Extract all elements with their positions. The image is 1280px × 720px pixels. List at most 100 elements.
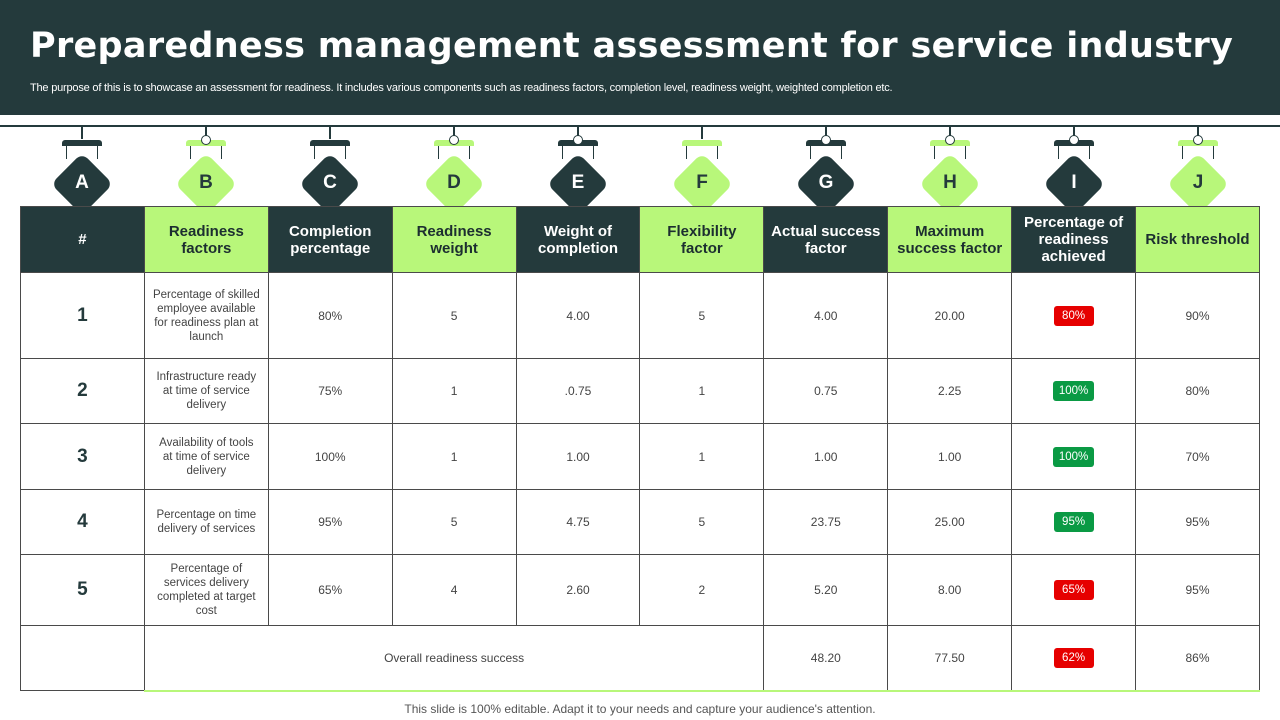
- readiness-achieved-cell: 100%: [1011, 358, 1137, 424]
- maximum-success-factor: 25.00: [887, 489, 1013, 555]
- column-tag-j: J: [1136, 127, 1260, 216]
- flexibility-factor: 5: [639, 272, 765, 359]
- actual-success-factor: 5.20: [763, 554, 889, 626]
- readiness-weight: 5: [391, 489, 517, 555]
- tag-letter: F: [696, 172, 708, 193]
- table-row: 1 Percentage of skilled employee availab…: [20, 272, 1260, 359]
- column-header: Percentage of readiness achieved: [1011, 206, 1137, 273]
- column-tag-a: A: [20, 127, 144, 216]
- table-row: 3 Availability of tools at time of servi…: [20, 423, 1260, 490]
- status-badge: 95%: [1053, 512, 1094, 532]
- readiness-achieved-cell: 95%: [1011, 489, 1137, 555]
- empty-cell: [20, 625, 145, 691]
- column-header: Weight of completion: [515, 206, 641, 273]
- completion-percentage: 80%: [267, 272, 393, 359]
- readiness-achieved-cell: 100%: [1011, 423, 1137, 490]
- actual-success-factor: 23.75: [763, 489, 889, 555]
- total-readiness-achieved-cell: 62%: [1011, 625, 1137, 692]
- readiness-factor: Percentage on time delivery of services: [143, 489, 269, 555]
- page-title: Preparedness management assessment for s…: [30, 26, 1234, 66]
- column-header: Actual success factor: [763, 206, 889, 273]
- completion-percentage: 95%: [267, 489, 393, 555]
- actual-success-factor: 4.00: [763, 272, 889, 359]
- tag-letter: B: [199, 172, 213, 193]
- maximum-success-factor: 20.00: [887, 272, 1013, 359]
- tag-letter: A: [75, 172, 89, 193]
- actual-success-factor: 0.75: [763, 358, 889, 424]
- total-maximum-success-factor: 77.50: [887, 625, 1013, 692]
- table-row: 2 Infrastructure ready at time of servic…: [20, 358, 1260, 424]
- status-badge: 80%: [1053, 305, 1094, 326]
- status-badge: 62%: [1053, 647, 1094, 668]
- table-row: 4 Percentage on time delivery of service…: [20, 489, 1260, 555]
- weight-of-completion: 4.00: [515, 272, 641, 359]
- completion-percentage: 65%: [267, 554, 393, 626]
- table-header-row: # Readiness factors Completion percentag…: [20, 206, 1260, 273]
- completion-percentage: 100%: [267, 423, 393, 490]
- status-badge: 100%: [1052, 446, 1095, 467]
- column-tag-c: C: [268, 127, 392, 216]
- weight-of-completion: 4.75: [515, 489, 641, 555]
- tag-letter: I: [1071, 172, 1077, 193]
- readiness-weight: 1: [391, 358, 517, 424]
- total-label: Overall readiness success: [143, 625, 765, 692]
- row-number: 2: [20, 358, 145, 424]
- page-subtitle: The purpose of this is to showcase an as…: [30, 82, 893, 94]
- flexibility-factor: 2: [639, 554, 765, 626]
- readiness-weight: 5: [391, 272, 517, 359]
- column-tag-f: F: [640, 127, 764, 216]
- tag-letter: D: [447, 172, 461, 193]
- column-tag-e: E: [516, 127, 640, 216]
- readiness-achieved-cell: 80%: [1011, 272, 1137, 359]
- actual-success-factor: 1.00: [763, 423, 889, 490]
- weight-of-completion: 2.60: [515, 554, 641, 626]
- assessment-table: # Readiness factors Completion percentag…: [20, 206, 1260, 692]
- readiness-weight: 1: [391, 423, 517, 490]
- flexibility-factor: 1: [639, 358, 765, 424]
- column-header: Risk threshold: [1135, 206, 1260, 273]
- row-number: 1: [20, 272, 145, 359]
- readiness-factor: Availability of tools at time of service…: [143, 423, 269, 490]
- maximum-success-factor: 8.00: [887, 554, 1013, 626]
- column-header: Flexibility factor: [639, 206, 765, 273]
- status-badge: 100%: [1052, 381, 1095, 401]
- status-badge: 65%: [1053, 580, 1094, 600]
- risk-threshold: 95%: [1135, 554, 1260, 626]
- risk-threshold: 95%: [1135, 489, 1260, 555]
- readiness-weight: 4: [391, 554, 517, 626]
- weight-of-completion: 1.00: [515, 423, 641, 490]
- table-row: 5 Percentage of services delivery comple…: [20, 554, 1260, 626]
- row-number: 3: [20, 423, 145, 490]
- column-header: Completion percentage: [267, 206, 393, 273]
- maximum-success-factor: 1.00: [887, 423, 1013, 490]
- tag-letter: C: [323, 172, 337, 193]
- readiness-factor: Percentage of skilled employee available…: [143, 272, 269, 359]
- tag-letter: J: [1192, 172, 1204, 193]
- flexibility-factor: 1: [639, 423, 765, 490]
- column-header: Maximum success factor: [887, 206, 1013, 273]
- column-tag-i: I: [1012, 127, 1136, 216]
- tag-letter: E: [571, 172, 585, 193]
- readiness-factor: Percentage of services delivery complete…: [143, 554, 269, 626]
- column-tag-d: D: [392, 127, 516, 216]
- column-header: #: [20, 206, 145, 273]
- tag-rail: [0, 125, 1280, 127]
- column-header: Readiness factors: [143, 206, 269, 273]
- risk-threshold: 90%: [1135, 272, 1260, 359]
- row-number: 4: [20, 489, 145, 555]
- readiness-factor: Infrastructure ready at time of service …: [143, 358, 269, 424]
- weight-of-completion: .0.75: [515, 358, 641, 424]
- flexibility-factor: 5: [639, 489, 765, 555]
- tag-letter: H: [943, 172, 957, 193]
- footer-note: This slide is 100% editable. Adapt it to…: [404, 702, 876, 716]
- header-banner: Preparedness management assessment for s…: [0, 0, 1280, 115]
- maximum-success-factor: 2.25: [887, 358, 1013, 424]
- risk-threshold: 70%: [1135, 423, 1260, 490]
- column-header: Readiness weight: [391, 206, 517, 273]
- readiness-achieved-cell: 65%: [1011, 554, 1137, 626]
- column-tag-g: G: [764, 127, 888, 216]
- row-number: 5: [20, 554, 145, 626]
- total-row: Overall readiness success 48.20 77.50 62…: [20, 625, 1260, 692]
- risk-threshold: 80%: [1135, 358, 1260, 424]
- tag-letter: G: [818, 172, 834, 193]
